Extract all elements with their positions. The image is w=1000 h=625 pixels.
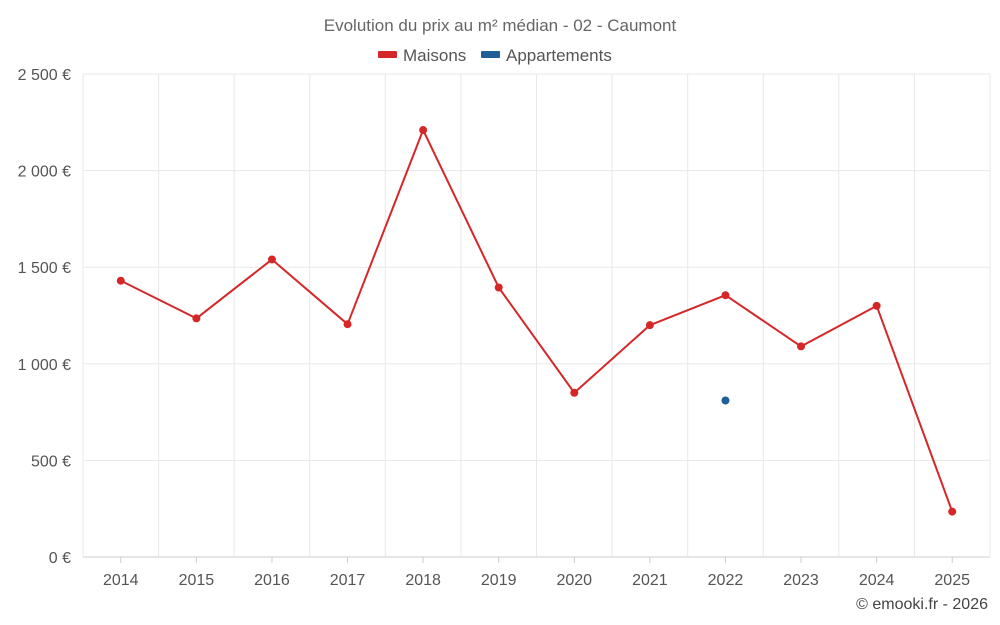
data-point-maisons[interactable] <box>872 301 881 310</box>
legend-swatch-appartements <box>481 51 500 58</box>
x-tick-label: 2025 <box>934 572 970 589</box>
x-tick-label: 2020 <box>556 572 592 589</box>
grid <box>82 73 991 558</box>
data-point-maisons[interactable] <box>797 342 806 351</box>
x-tick-label: 2019 <box>481 572 517 589</box>
series-line-maisons <box>120 129 954 512</box>
x-tick-label: 2015 <box>179 572 215 589</box>
x-tick-label: 2022 <box>708 572 744 589</box>
legend-label-maisons: Maisons <box>403 46 466 65</box>
y-tick-label: 2 000 € <box>18 164 71 181</box>
series-layer <box>116 126 957 516</box>
x-axis-ticks: 2014 2015 2016 2017 2018 2019 2020 2021 2022 2023… <box>103 557 970 589</box>
series-appartements <box>721 396 730 405</box>
data-point-maisons[interactable] <box>192 314 201 323</box>
data-point-maisons[interactable] <box>116 276 125 285</box>
x-tick-label: 2023 <box>783 572 819 589</box>
data-point-maisons[interactable] <box>948 507 957 516</box>
x-tick-label: 2018 <box>405 572 441 589</box>
data-point-appartements[interactable] <box>721 396 730 405</box>
x-tick-label: 2017 <box>330 572 366 589</box>
data-point-maisons[interactable] <box>419 126 428 135</box>
data-point-maisons[interactable] <box>494 283 503 292</box>
data-point-maisons[interactable] <box>721 291 730 300</box>
x-tick-label: 2024 <box>859 572 895 589</box>
y-tick-label: 2 500 € <box>18 67 71 84</box>
legend-label-appartements: Appartements <box>506 46 612 65</box>
x-tick-label: 2016 <box>254 572 290 589</box>
legend: Maisons Appartements <box>378 46 612 65</box>
y-tick-label: 1 000 € <box>18 357 71 374</box>
y-tick-label: 1 500 € <box>18 260 71 277</box>
legend-swatch-maisons <box>378 51 397 58</box>
credit-text: © emooki.fr - 2026 <box>856 596 988 613</box>
data-point-maisons[interactable] <box>267 255 276 264</box>
y-tick-label: 500 € <box>31 453 71 470</box>
legend-item-appartements[interactable]: Appartements <box>481 46 612 65</box>
y-tick-label: 0 € <box>49 550 71 567</box>
data-point-maisons[interactable] <box>343 320 352 329</box>
data-point-maisons[interactable] <box>570 388 579 397</box>
x-tick-label: 2014 <box>103 572 139 589</box>
y-axis-ticks: 0 € 500 € 1 000 € 1 500 € 2 000 € 2 500 € <box>18 67 71 567</box>
series-maisons <box>116 126 957 516</box>
x-tick-label: 2021 <box>632 572 668 589</box>
legend-item-maisons[interactable]: Maisons <box>378 46 466 65</box>
data-point-maisons[interactable] <box>645 321 654 330</box>
chart-title: Evolution du prix au m² médian - 02 - Ca… <box>324 16 677 35</box>
